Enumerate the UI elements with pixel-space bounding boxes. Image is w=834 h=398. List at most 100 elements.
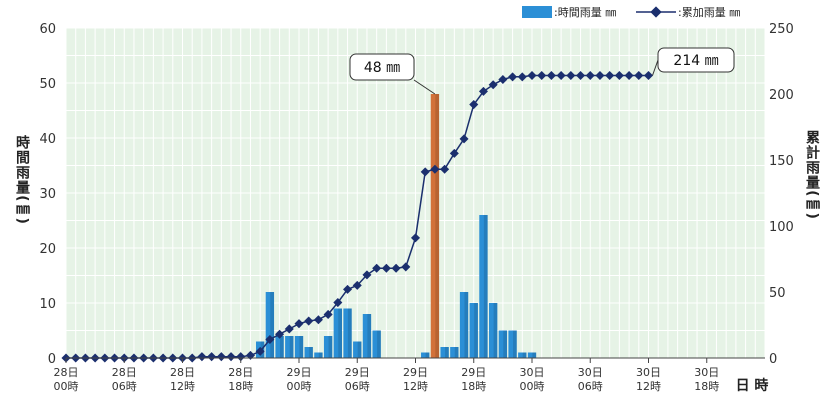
total-callout-pointer xyxy=(652,59,659,76)
peak-callout-text: 48 ㎜ xyxy=(364,60,400,76)
hourly-rain-bar xyxy=(469,303,478,358)
axes: 010203040506005010015020025028日00時28日06時… xyxy=(39,22,793,393)
x-tick-label-time: 06時 xyxy=(112,380,137,393)
y-left-tick-label: 30 xyxy=(39,187,56,202)
legend-line-marker xyxy=(650,6,662,18)
hourly-rain-bar xyxy=(479,215,488,358)
cumulative-rain-point xyxy=(488,80,498,90)
hourly-rain-bar-shade xyxy=(280,336,284,358)
y-left-tick-label: 10 xyxy=(39,297,56,312)
y-right-tick-label: 200 xyxy=(769,88,794,103)
x-tick-label-time: 18時 xyxy=(461,380,486,393)
cumulative-rain-point xyxy=(478,86,488,96)
total-callout-box xyxy=(657,47,735,73)
x-tick-label-day: 29日 xyxy=(403,366,428,379)
hourly-rain-bar xyxy=(362,314,372,358)
callouts: 48 ㎜ 214 ㎜ xyxy=(349,47,735,95)
peak-callout: 48 ㎜ xyxy=(349,53,436,95)
hourly-rain-bar-shade xyxy=(357,341,362,358)
y-left-axis-title: 時間雨量(㎜) xyxy=(14,134,30,224)
x-axis-title: 日 時 xyxy=(736,377,769,394)
x-tick-label-time: 18時 xyxy=(694,380,719,393)
cumulative-rain-point xyxy=(236,352,246,362)
hourly-rain-bar xyxy=(353,341,362,358)
hourly-rain-bar xyxy=(275,336,284,358)
hourly-rain-bar-shade xyxy=(474,303,478,358)
cumulative-rain-point xyxy=(207,352,217,362)
y-left-tick-label: 0 xyxy=(48,352,56,367)
hourly-rain-bar xyxy=(265,292,275,358)
hourly-rain-bar-shade xyxy=(513,330,517,358)
legend-bar-label: :時間雨量 ㎜ xyxy=(554,6,616,19)
hourly-rain-bar-shade xyxy=(309,347,313,358)
legend: :時間雨量 ㎜ :累加雨量 ㎜ xyxy=(522,6,740,19)
x-tick-label-time: 00時 xyxy=(520,380,545,393)
x-tick-label-day: 30日 xyxy=(520,366,545,379)
hourly-rain-bar-shade xyxy=(347,308,352,358)
hourly-rain-bar-shade xyxy=(328,336,333,358)
y-right-tick-label: 250 xyxy=(769,22,794,37)
hourly-rain-bar xyxy=(343,308,352,358)
hourly-rain-bar-shade xyxy=(454,347,459,358)
y-right-tick-label: 100 xyxy=(769,220,794,235)
hourly-rain-bar xyxy=(440,347,449,358)
x-tick-label-day: 28日 xyxy=(54,366,79,379)
cumulative-rain-point xyxy=(216,352,226,362)
x-tick-label-time: 00時 xyxy=(287,380,312,393)
x-tick-label-time: 18時 xyxy=(228,380,253,393)
hourly-rain-bar xyxy=(527,352,537,358)
cumulative-rain-point xyxy=(566,70,576,81)
cumulative-rain-point xyxy=(624,70,634,81)
cumulative-rain-point xyxy=(469,100,479,110)
x-tick-label-time: 00時 xyxy=(54,380,79,393)
hourly-rain-bar xyxy=(421,352,430,358)
cumulative-rain-point xyxy=(595,70,605,81)
hourly-rain-bar xyxy=(285,336,294,358)
x-tick-label-time: 12時 xyxy=(403,380,428,393)
cumulative-rain-point xyxy=(430,164,440,174)
x-tick-label-time: 06時 xyxy=(345,380,370,393)
hourly-rain-bar xyxy=(294,336,304,358)
hourly-rain-bar xyxy=(450,347,459,358)
peak-callout-box xyxy=(349,53,415,81)
peak-callout-pointer xyxy=(413,79,436,95)
y-right-tick-label: 0 xyxy=(769,352,777,367)
hourly-rain-bar-shade xyxy=(522,352,527,358)
x-tick-label-day: 30日 xyxy=(578,366,603,379)
hourly-rain-bar-shade xyxy=(532,352,537,358)
hourly-rain-bar-shade xyxy=(367,314,372,358)
hourly-rain-bar xyxy=(304,347,313,358)
hourly-rain-bar xyxy=(518,352,527,358)
hourly-rain-bar xyxy=(314,352,323,358)
hourly-rain-bar-shade xyxy=(503,330,508,358)
hourly-rain-bar-shade xyxy=(483,215,488,358)
hourly-rain-bar xyxy=(459,292,469,358)
hourly-rain-bar-shade xyxy=(289,336,294,358)
legend-bar-swatch xyxy=(522,6,552,18)
x-tick-label-time: 12時 xyxy=(636,380,661,393)
y-right-tick-label: 150 xyxy=(769,154,794,169)
y-left-tick-label: 40 xyxy=(39,132,56,147)
hourly-rain-bar xyxy=(372,330,381,358)
hourly-rain-bar-shade xyxy=(377,330,381,358)
hourly-rain-bar-shade xyxy=(464,292,469,358)
hourly-rain-bar xyxy=(508,330,517,358)
y-left-tick-label: 20 xyxy=(39,242,56,257)
x-tick-label-day: 28日 xyxy=(112,366,137,379)
hourly-rain-bars xyxy=(255,94,537,358)
x-tick-label-day: 28日 xyxy=(170,366,195,379)
y-right-axis-title: 累計雨量(㎜) xyxy=(804,130,820,220)
hourly-rain-bar xyxy=(498,330,508,358)
hourly-rain-bar-shade xyxy=(435,94,440,358)
legend-line-label: :累加雨量 ㎜ xyxy=(678,6,740,19)
hourly-rain-bar-shade xyxy=(338,308,343,358)
x-tick-label-day: 30日 xyxy=(636,366,661,379)
cumulative-rain-point xyxy=(508,72,518,82)
y-right-tick-label: 50 xyxy=(769,286,786,301)
hourly-rain-bar xyxy=(488,303,498,358)
total-callout: 214 ㎜ xyxy=(652,47,735,76)
hourly-rain-bar-peak xyxy=(430,94,440,358)
hourly-rain-bar xyxy=(323,336,333,358)
hourly-rain-bar-shade xyxy=(445,347,449,358)
